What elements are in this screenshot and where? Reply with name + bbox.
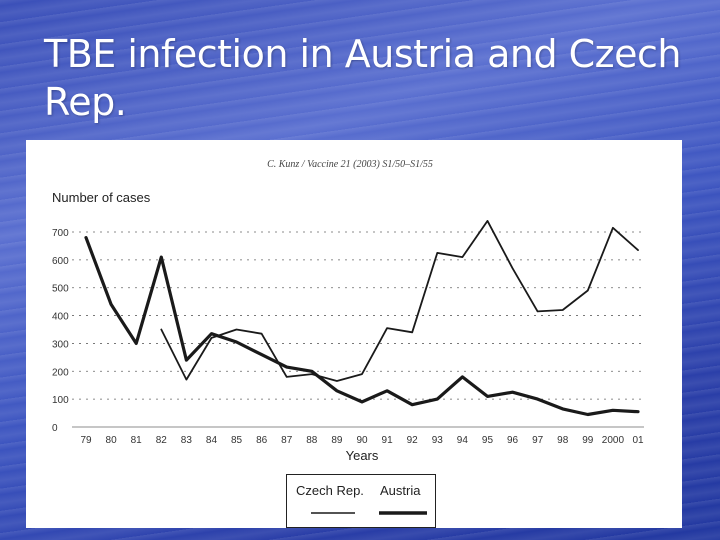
y-tick-label: 100 [52,395,69,406]
x-tick-label: 90 [356,435,368,446]
series-lines [84,220,640,417]
y-tick-labels: 0 100 200 300 400 500 600 700 [52,228,69,434]
x-tick-label: 01 [632,435,644,446]
x-tick-label: 96 [507,435,519,446]
x-tick-label: 82 [156,435,168,446]
y-tick-label: 200 [52,367,69,378]
x-tick-label: 85 [231,435,243,446]
y-tick-label: 0 [52,423,58,434]
x-tick-labels: 79 80 81 82 83 84 85 86 87 88 89 90 91 92 93 94 95 96 97 98… [80,435,644,446]
y-tick-label: 400 [52,312,69,323]
x-tick-label: 97 [532,435,544,446]
x-tick-label: 87 [281,435,293,446]
y-tick-label: 500 [52,284,69,295]
series-line-czech [160,220,639,382]
x-tick-label: 79 [80,435,92,446]
y-tick-label: 700 [52,228,69,239]
x-tick-label: 83 [181,435,193,446]
y-tick-label: 600 [52,256,69,267]
x-tick-label: 2000 [602,435,625,446]
x-axis-label: Years [346,448,379,463]
x-tick-label: 88 [306,435,318,446]
x-tick-label: 98 [557,435,569,446]
x-tick-label: 93 [432,435,444,446]
x-tick-label: 91 [382,435,394,446]
x-tick-label: 86 [256,435,268,446]
x-tick-label: 89 [331,435,343,446]
x-tick-label: 81 [131,435,143,446]
chart-source-note: C. Kunz / Vaccine 21 (2003) S1/50–S1/55 [267,159,433,170]
grid-lines [72,231,644,428]
legend-label-austria: Austria [380,483,421,498]
x-tick-label: 99 [582,435,594,446]
y-tick-label: 300 [52,339,69,350]
x-tick-label: 80 [106,435,118,446]
legend-swatches [311,511,427,515]
series-line-austria [84,236,640,417]
legend-label-czech: Czech Rep. [296,483,364,498]
slide-title: TBE infection in Austria and Czech Rep. [44,32,681,124]
line-chart: C. Kunz / Vaccine 21 (2003) S1/50–S1/55 … [52,159,644,463]
legend: Czech Rep. Austria [286,474,436,528]
x-tick-label: 84 [206,435,218,446]
x-tick-label: 94 [457,435,469,446]
x-tick-label: 95 [482,435,494,446]
chart-panel: C. Kunz / Vaccine 21 (2003) S1/50–S1/55 … [26,140,682,528]
y-axis-label: Number of cases [52,190,151,205]
x-tick-label: 92 [407,435,419,446]
